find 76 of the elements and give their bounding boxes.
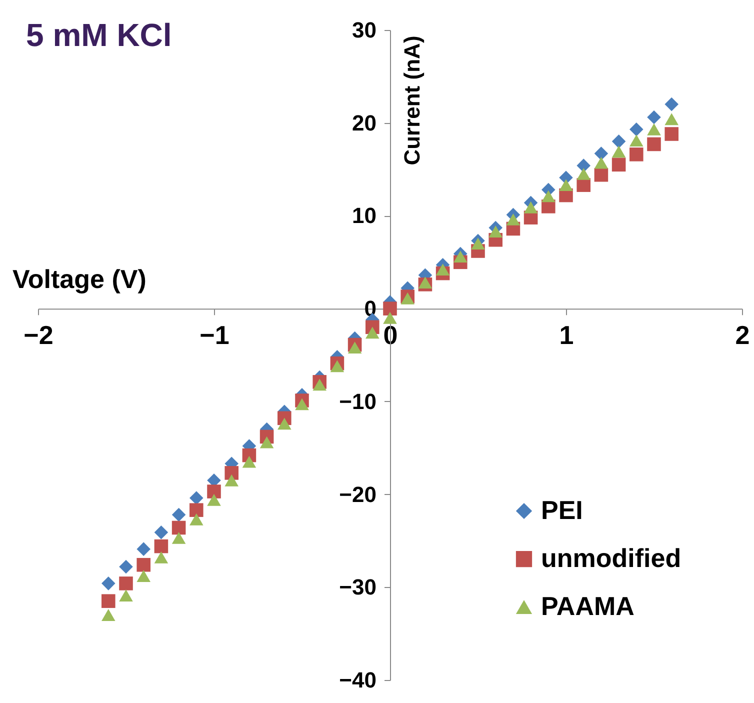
point <box>612 158 626 172</box>
point <box>542 190 556 202</box>
y-tick-label: −30 <box>339 574 376 600</box>
point <box>102 576 116 590</box>
point <box>190 503 204 517</box>
point <box>594 146 608 160</box>
y-axis-title: Current (nA) <box>400 36 424 166</box>
point <box>366 326 380 339</box>
point <box>119 576 133 590</box>
x-tick-label: −2 <box>24 320 54 350</box>
point <box>154 539 168 554</box>
point <box>136 558 150 572</box>
point <box>524 201 538 214</box>
x-tick-label: 0 <box>383 320 398 350</box>
point <box>207 484 221 498</box>
x-tick-label: 1 <box>559 320 574 350</box>
y-tick-label: −20 <box>339 482 376 507</box>
point <box>664 127 678 141</box>
point <box>559 179 573 192</box>
point <box>454 250 468 263</box>
point <box>224 466 238 480</box>
point <box>224 474 238 486</box>
point <box>630 148 644 162</box>
point <box>383 302 397 316</box>
point <box>576 158 590 172</box>
point <box>664 113 678 126</box>
point <box>278 418 292 430</box>
point <box>154 551 168 564</box>
point <box>664 97 678 112</box>
y-tick-label: 20 <box>352 110 376 136</box>
point <box>172 520 186 535</box>
point <box>348 342 362 354</box>
legend-label: unmodified <box>541 543 682 573</box>
point <box>190 513 204 526</box>
point <box>647 137 661 152</box>
point <box>612 134 626 148</box>
point <box>190 491 204 505</box>
point <box>172 508 186 522</box>
legend-label: PAAMA <box>541 591 635 621</box>
y-tick-label: −40 <box>339 668 376 692</box>
point <box>207 494 221 506</box>
point <box>576 168 590 180</box>
point <box>436 264 450 276</box>
point <box>630 122 644 136</box>
y-tick-label: −10 <box>339 388 376 414</box>
point <box>295 398 309 410</box>
point <box>136 542 150 556</box>
point <box>102 594 116 608</box>
chart-title: 5 mM KCl <box>26 17 172 53</box>
y-tick-label: 10 <box>352 203 376 228</box>
point <box>594 156 608 169</box>
point <box>383 312 397 324</box>
point <box>119 560 133 574</box>
point <box>647 123 661 136</box>
point <box>312 378 326 391</box>
legend-label: PEI <box>541 495 583 525</box>
point <box>260 436 274 448</box>
point <box>154 525 168 540</box>
point <box>119 590 133 602</box>
point <box>400 292 414 304</box>
x-tick-label: 2 <box>735 320 750 350</box>
point <box>471 238 485 250</box>
point <box>506 213 520 226</box>
y-tick-label: 30 <box>352 18 376 42</box>
point <box>136 570 150 582</box>
point <box>172 532 186 544</box>
x-axis-title: Voltage (V) <box>12 264 146 294</box>
point <box>330 360 344 372</box>
point <box>102 609 116 621</box>
point <box>418 276 432 289</box>
point <box>612 146 626 158</box>
point <box>488 226 502 238</box>
point <box>647 110 661 124</box>
x-tick-label: −1 <box>200 320 230 350</box>
point <box>242 456 256 468</box>
point <box>630 134 644 146</box>
